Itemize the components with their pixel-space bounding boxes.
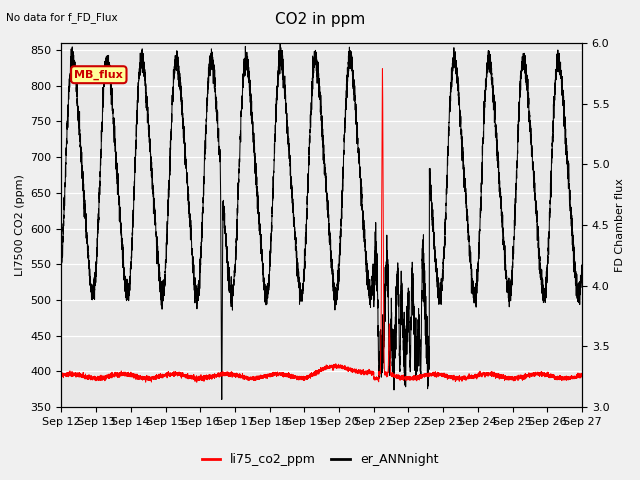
Y-axis label: FD Chamber flux: FD Chamber flux [615, 178, 625, 272]
Text: CO2 in ppm: CO2 in ppm [275, 12, 365, 27]
Y-axis label: LI7500 CO2 (ppm): LI7500 CO2 (ppm) [15, 174, 25, 276]
Legend: li75_co2_ppm, er_ANNnight: li75_co2_ppm, er_ANNnight [196, 448, 444, 471]
Text: MB_flux: MB_flux [74, 70, 123, 80]
Text: No data for f_FD_Flux: No data for f_FD_Flux [6, 12, 118, 23]
